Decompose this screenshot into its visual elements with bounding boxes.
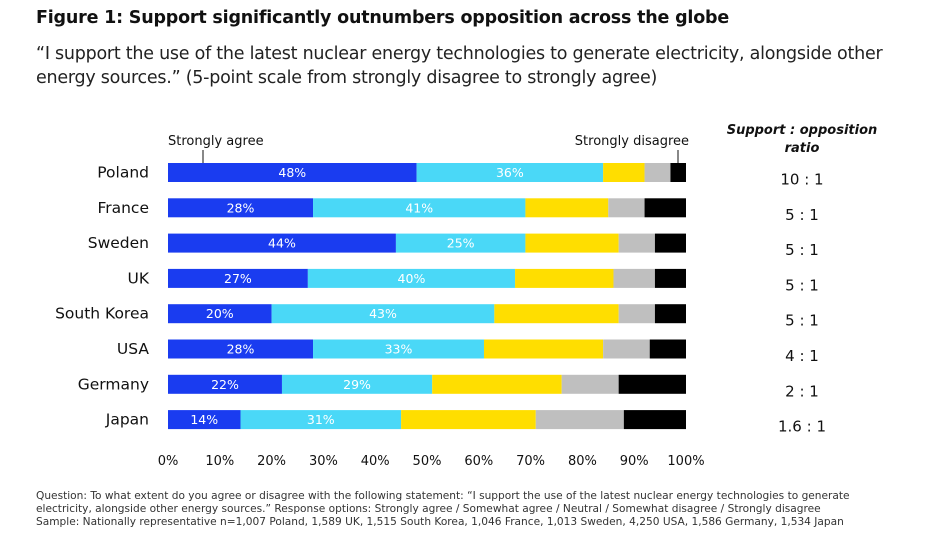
bar-usa-strongly-agree: [168, 339, 314, 359]
data-label-germany-strongly-agree: 22%: [211, 377, 239, 392]
footnote-question-line1: Question: To what extent do you agree or…: [36, 490, 850, 502]
bar-sweden-strongly-agree: [168, 233, 396, 253]
x-tick-label-4: 40%: [361, 454, 390, 469]
ratio-value-south-korea: 5 : 1: [785, 312, 819, 330]
ratio-header-italic: opposition: [800, 123, 878, 138]
ratio-value-japan: 1.6 : 1: [778, 418, 826, 436]
bar-germany-somewhat-agree: [281, 374, 433, 394]
category-label-japan: Japan: [105, 411, 149, 429]
bar-south-korea-somewhat-disagree: [618, 304, 655, 324]
data-label-south-korea-somewhat-agree: 43%: [369, 306, 397, 321]
x-tick-label-10: 100%: [667, 454, 704, 469]
category-label-germany: Germany: [78, 375, 149, 393]
x-tick-label-6: 60%: [464, 454, 493, 469]
ratio-header-line1: Support : opposition: [727, 123, 878, 138]
bar-sweden-neutral: [525, 233, 619, 253]
bar-poland-strongly-agree: [168, 163, 417, 182]
bar-uk-neutral: [515, 268, 614, 288]
bar-sweden-somewhat-disagree: [618, 233, 655, 253]
bar-sweden-strongly-disagree: [654, 233, 686, 253]
bar-south-korea-strongly-agree: [168, 304, 272, 324]
data-label-uk-strongly-agree: 27%: [224, 271, 252, 286]
bar-usa-somewhat-agree: [313, 339, 484, 359]
x-tick-label-1: 10%: [205, 454, 234, 469]
bar-japan-strongly-agree: [168, 410, 241, 430]
bar-uk-somewhat-agree: [307, 268, 516, 288]
figure-title: Figure 1: Support significantly outnumbe…: [36, 8, 730, 28]
ratio-value-uk: 5 : 1: [785, 276, 819, 294]
bar-usa-somewhat-disagree: [603, 339, 650, 359]
bar-france-strongly-agree: [168, 198, 314, 218]
ratio-value-france: 5 : 1: [785, 206, 819, 224]
data-label-germany-somewhat-agree: 29%: [343, 377, 371, 392]
category-label-south-korea: South Korea: [55, 305, 149, 323]
data-label-france-strongly-agree: 28%: [227, 200, 255, 215]
data-label-usa-strongly-agree: 28%: [227, 342, 255, 357]
ratio-value-poland: 10 : 1: [780, 171, 823, 189]
category-label-usa: USA: [117, 340, 149, 358]
data-label-uk-somewhat-agree: 40%: [398, 271, 426, 286]
annotation-strongly-disagree: Strongly disagree: [575, 134, 689, 149]
bar-poland-strongly-disagree: [670, 163, 686, 182]
data-label-japan-strongly-agree: 14%: [190, 412, 218, 427]
bar-poland-somewhat-agree: [416, 163, 604, 182]
ratio-value-usa: 4 : 1: [785, 347, 819, 365]
data-label-france-somewhat-agree: 41%: [405, 200, 433, 215]
category-label-france: France: [97, 199, 149, 217]
bar-france-neutral: [525, 198, 609, 218]
bar-germany-neutral: [432, 374, 562, 394]
category-label-uk: UK: [127, 269, 149, 287]
bar-france-somewhat-disagree: [608, 198, 645, 218]
ratio-value-sweden: 5 : 1: [785, 241, 819, 259]
bar-germany-somewhat-disagree: [561, 374, 619, 394]
data-label-south-korea-strongly-agree: 20%: [206, 306, 234, 321]
category-label-sweden: Sweden: [88, 234, 149, 252]
bar-south-korea-somewhat-agree: [271, 304, 495, 324]
bar-south-korea-strongly-disagree: [654, 304, 686, 324]
x-tick-label-2: 20%: [257, 454, 286, 469]
bar-uk-strongly-disagree: [654, 268, 686, 288]
bar-usa-neutral: [483, 339, 604, 359]
x-tick-label-9: 90%: [620, 454, 649, 469]
data-label-sweden-strongly-agree: 44%: [268, 236, 296, 251]
ratio-value-germany: 2 : 1: [785, 382, 819, 400]
bar-germany-strongly-agree: [168, 374, 282, 394]
data-label-japan-somewhat-agree: 31%: [307, 412, 335, 427]
bar-japan-somewhat-disagree: [535, 410, 624, 430]
annotation-strongly-agree: Strongly agree: [168, 134, 264, 149]
x-tick-label-5: 50%: [413, 454, 442, 469]
bar-france-somewhat-agree: [313, 198, 526, 218]
bar-japan-neutral: [401, 410, 536, 430]
figure-subtitle: “I support the use of the latest nuclear…: [36, 44, 883, 88]
bar-japan-strongly-disagree: [623, 410, 686, 430]
stacked-bar-chart: Strongly agree Strongly disagree Support…: [55, 123, 878, 469]
footnote: Question: To what extent do you agree or…: [36, 490, 921, 529]
bar-japan-somewhat-agree: [240, 410, 402, 430]
data-label-sweden-somewhat-agree: 25%: [447, 236, 475, 251]
x-tick-label-7: 70%: [516, 454, 545, 469]
ratio-header-line2: ratio: [785, 141, 820, 156]
bar-france-strongly-disagree: [644, 198, 686, 218]
ratio-header-bold: Support :: [727, 123, 800, 138]
data-label-poland-strongly-agree: 48%: [278, 165, 306, 180]
footnote-sample: Sample: Nationally representative n=1,00…: [36, 516, 844, 528]
data-label-poland-somewhat-agree: 36%: [496, 165, 524, 180]
bar-germany-strongly-disagree: [618, 374, 686, 394]
bar-usa-strongly-disagree: [649, 339, 686, 359]
bar-south-korea-neutral: [494, 304, 619, 324]
bar-poland-neutral: [603, 163, 645, 182]
bar-uk-strongly-agree: [168, 268, 308, 288]
bar-poland-somewhat-disagree: [644, 163, 671, 182]
data-label-usa-somewhat-agree: 33%: [385, 342, 413, 357]
bar-uk-somewhat-disagree: [613, 268, 655, 288]
x-tick-label-8: 80%: [568, 454, 597, 469]
footnote-question-line2: electricity, alongside other energy sour…: [36, 503, 821, 515]
category-label-poland: Poland: [97, 164, 149, 182]
x-tick-label-0: 0%: [158, 454, 179, 469]
x-tick-label-3: 30%: [309, 454, 338, 469]
bar-sweden-somewhat-agree: [395, 233, 526, 253]
